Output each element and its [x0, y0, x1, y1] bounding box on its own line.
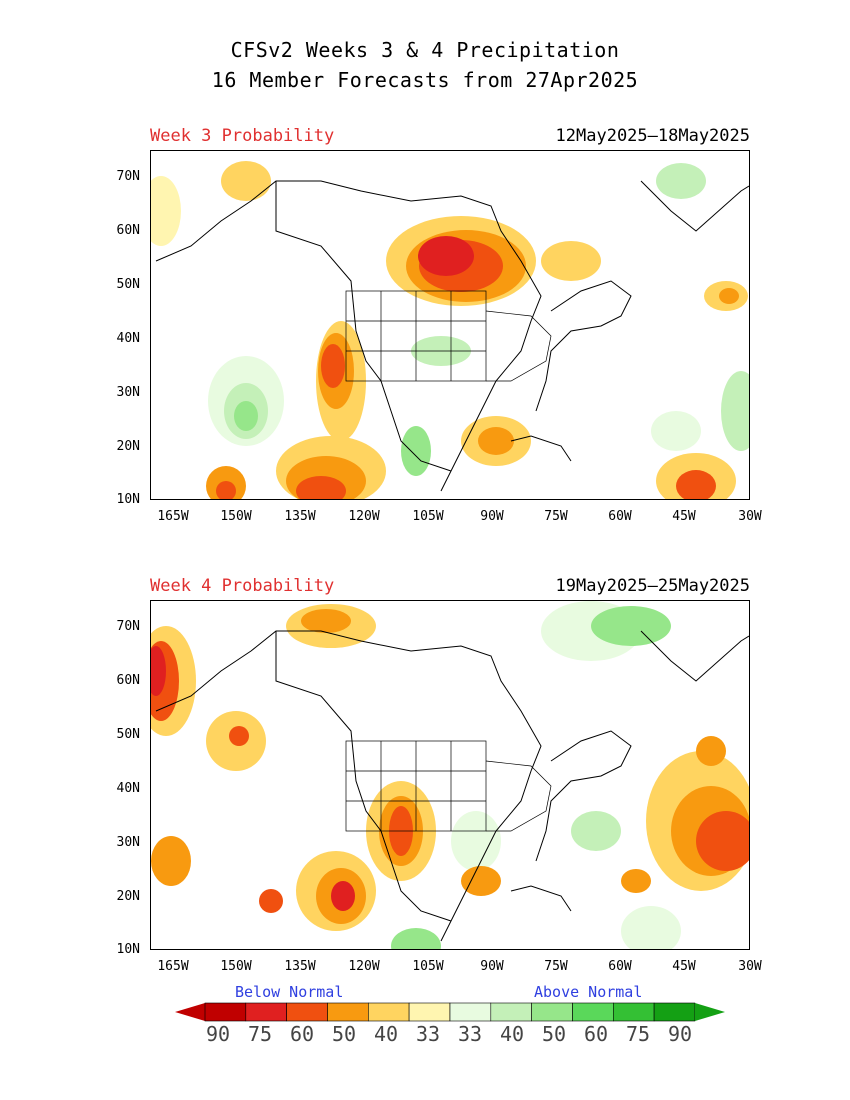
- week3-map: [150, 150, 750, 500]
- colorbar-value: 40: [373, 1022, 399, 1046]
- legend-below-normal: Below Normal: [235, 983, 344, 1001]
- colorbar-cell: [286, 1002, 328, 1022]
- chart-subtitle: 16 Member Forecasts from 27Apr2025: [211, 68, 639, 92]
- panel2-label: Week 4 Probability: [150, 576, 335, 596]
- lat-tick: 70N: [116, 619, 140, 634]
- lon-tick: 60W: [608, 509, 632, 524]
- colorbar-left-arrow: [175, 1003, 205, 1021]
- lat-tick: 30N: [116, 385, 140, 400]
- lon-tick: 120W: [348, 959, 380, 974]
- colorbar-value: 75: [625, 1022, 651, 1046]
- legend-above-normal: Above Normal: [534, 983, 643, 1001]
- lat-tick: 70N: [116, 169, 140, 184]
- lon-tick: 165W: [157, 959, 189, 974]
- colorbar-cell: [327, 1002, 369, 1022]
- lon-tick: 30W: [738, 509, 762, 524]
- lon-tick: 135W: [284, 959, 316, 974]
- colorbar-cell: [245, 1002, 287, 1022]
- colorbar-value: 60: [583, 1022, 609, 1046]
- lon-tick: 45W: [672, 509, 696, 524]
- colorbar-cell: [531, 1002, 573, 1022]
- panel2-dates: 19May2025–25May2025: [555, 576, 750, 596]
- panel1-dates: 12May2025–18May2025: [555, 126, 750, 146]
- week3-probability-map: [151, 161, 749, 499]
- colorbar-cell: [653, 1002, 696, 1022]
- lat-tick: 10N: [116, 942, 140, 957]
- lon-tick: 105W: [412, 509, 444, 524]
- lon-tick: 30W: [738, 959, 762, 974]
- colorbar-cell: [572, 1002, 614, 1022]
- lon-tick: 45W: [672, 959, 696, 974]
- lon-tick: 150W: [220, 509, 252, 524]
- colorbar-value: 33: [415, 1022, 441, 1046]
- week4-shading: [151, 601, 749, 949]
- lat-tick: 30N: [116, 835, 140, 850]
- colorbar-value: 75: [247, 1022, 273, 1046]
- colorbar-cell: [368, 1002, 410, 1022]
- colorbar: [175, 1002, 725, 1022]
- panel1-label: Week 3 Probability: [150, 126, 335, 146]
- colorbar-value: 50: [331, 1022, 357, 1046]
- colorbar-value: 33: [457, 1022, 483, 1046]
- colorbar-cell: [408, 1002, 451, 1022]
- week3-coastlines: [155, 180, 749, 492]
- colorbar-value: 90: [667, 1022, 693, 1046]
- lat-tick: 20N: [116, 889, 140, 904]
- colorbar-value: 40: [499, 1022, 525, 1046]
- lon-tick: 90W: [480, 509, 504, 524]
- lon-tick: 90W: [480, 959, 504, 974]
- lon-tick: 105W: [412, 959, 444, 974]
- colorbar-right-arrow: [695, 1003, 725, 1021]
- lon-tick: 75W: [544, 509, 568, 524]
- colorbar-value: 50: [541, 1022, 567, 1046]
- week3-state-borders: [345, 290, 552, 382]
- week4-coastlines: [155, 630, 749, 942]
- lon-tick: 75W: [544, 959, 568, 974]
- lat-tick: 10N: [116, 492, 140, 507]
- week4-state-borders: [345, 740, 552, 832]
- lat-tick: 60N: [116, 223, 140, 238]
- lon-tick: 165W: [157, 509, 189, 524]
- colorbar-cell: [490, 1002, 532, 1022]
- colorbar-cells: [204, 1002, 696, 1022]
- lat-tick: 50N: [116, 277, 140, 292]
- colorbar-cell: [204, 1002, 247, 1022]
- colorbar-cell: [612, 1002, 655, 1022]
- lon-tick: 120W: [348, 509, 380, 524]
- lat-tick: 60N: [116, 673, 140, 688]
- lat-tick: 40N: [116, 781, 140, 796]
- lon-tick: 150W: [220, 959, 252, 974]
- colorbar-value: 90: [205, 1022, 231, 1046]
- lat-tick: 50N: [116, 727, 140, 742]
- colorbar-cell: [449, 1002, 492, 1022]
- week3-shading: [151, 161, 749, 499]
- lat-tick: 40N: [116, 331, 140, 346]
- week4-map: [150, 600, 750, 950]
- lat-tick: 20N: [116, 439, 140, 454]
- lon-tick: 60W: [608, 959, 632, 974]
- week4-probability-map: [151, 601, 749, 949]
- colorbar-value: 60: [289, 1022, 315, 1046]
- lon-tick: 135W: [284, 509, 316, 524]
- chart-title: CFSv2 Weeks 3 & 4 Precipitation: [230, 38, 620, 62]
